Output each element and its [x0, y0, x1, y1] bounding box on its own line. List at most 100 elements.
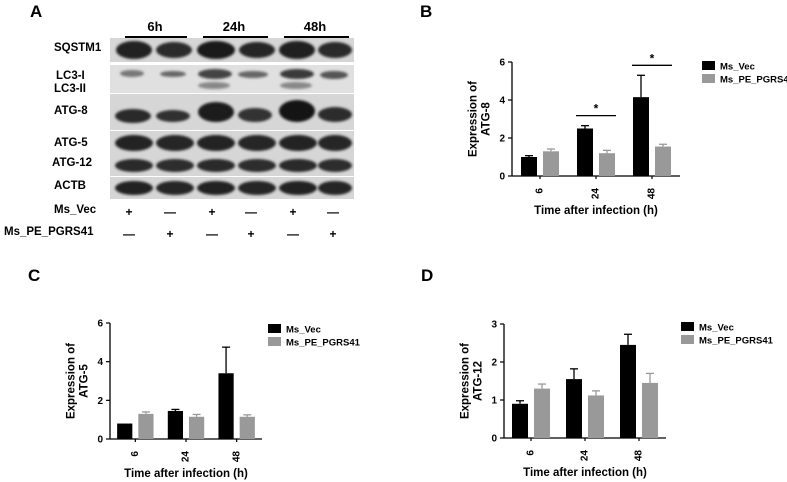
x-tick-label: 24: [181, 451, 192, 463]
bar-ms-pe-pgrs41-24: [599, 153, 615, 176]
strain-label-ms-vec: Ms_Vec: [54, 204, 97, 216]
blot-strip-actb: [110, 177, 354, 199]
sign-pgrs-2: +: [166, 227, 174, 241]
y-tick-label: 0: [491, 434, 497, 445]
sign-pgrs-4: +: [247, 227, 255, 241]
bar-ms-vec-6: [512, 403, 528, 438]
y-tick-label: 4: [499, 96, 505, 107]
legend-label-ms-pe-pgrs41: Ms_PE_PGRS41: [720, 75, 787, 86]
time-underline-48h: [284, 36, 349, 38]
y-axis-title: Expression ofATG-8: [467, 81, 492, 157]
blot-label-lc3-i: LC3-I: [56, 70, 85, 82]
blot-label-lc3-ii: LC3-II: [54, 83, 86, 95]
bar-ms-pe-pgrs41-6: [138, 413, 154, 439]
x-tick-label: 6: [535, 188, 546, 194]
blot-strip-atg-12: [110, 154, 354, 176]
legend-label-ms-vec: Ms_Vec: [699, 323, 734, 334]
bar-ms-vec-24: [167, 410, 183, 439]
sign-pgrs-3: —: [206, 227, 218, 241]
bar-ms-vec-48: [218, 373, 234, 439]
bar-ms-vec-48: [620, 344, 636, 438]
blot-strip-atg-8: [110, 94, 354, 130]
bar-ms-pe-pgrs41-48: [655, 146, 671, 176]
x-tick-label: 24: [591, 188, 602, 200]
blot-label-sqstm1: SQSTM1: [54, 42, 102, 54]
bar-ms-pe-pgrs41-6: [534, 388, 550, 438]
y-tick-label: 0: [499, 172, 505, 183]
y-tick-label: 2: [97, 396, 103, 407]
sign-pgrs-1: —: [123, 227, 135, 241]
panel-letter-d: D: [421, 266, 434, 285]
y-tick-label: 1: [491, 396, 497, 407]
time-label-6h: 6h: [147, 19, 163, 34]
x-tick-label: 48: [634, 450, 645, 462]
sign-vec-6: —: [327, 205, 339, 219]
time-underline-24h: [203, 36, 268, 38]
y-tick-label: 4: [97, 357, 103, 368]
legend-label-ms-pe-pgrs41: Ms_PE_PGRS41: [286, 338, 361, 349]
sign-vec-2: —: [164, 205, 176, 219]
x-axis-title: Time after infection (h): [534, 205, 658, 217]
significance-label: *: [650, 51, 655, 65]
panel-letter-a: A: [30, 2, 43, 21]
bar-ms-vec-6: [117, 423, 133, 439]
time-label-48h: 48h: [303, 19, 327, 34]
sign-vec-3: +: [208, 205, 216, 219]
legend-swatch-ms-vec: [268, 324, 281, 333]
y-tick-label: 6: [97, 319, 103, 330]
sign-pgrs-6: +: [329, 227, 337, 241]
western-blot-panel: 6h 24h 48h SQSTM1 LC3-I LC3-II ATG-8 ATG…: [0, 0, 380, 245]
bar-ms-vec-24: [566, 379, 582, 438]
sign-vec-1: +: [125, 205, 133, 219]
sign-pgrs-5: —: [287, 227, 299, 241]
blot-strip-sqstm1: [110, 38, 354, 62]
x-tick-label: 24: [580, 450, 591, 462]
bar-ms-pe-pgrs41-6: [543, 151, 559, 176]
time-underline-6h: [125, 36, 187, 38]
blot-label-actb: ACTB: [54, 180, 86, 192]
bar-ms-vec-24: [577, 128, 593, 176]
legend-swatch-ms-pe-pgrs41: [681, 335, 694, 344]
blot-strip-lc3: [110, 65, 354, 93]
bar-ms-pe-pgrs41-48: [642, 382, 658, 438]
blot-label-atg-5: ATG-5: [54, 137, 88, 149]
blot-strip-atg-5: [110, 131, 354, 155]
time-label-24h: 24h: [222, 19, 246, 34]
x-axis-title: Time after infection (h): [124, 468, 248, 480]
legend-label-ms-pe-pgrs41: Ms_PE_PGRS41: [699, 336, 774, 347]
legend-swatch-ms-vec: [681, 322, 694, 331]
x-tick-label: 48: [231, 451, 242, 463]
strain-label-ms-pe-pgrs41: Ms_PE_PGRS41: [4, 226, 94, 238]
x-axis-title: Time after infection (h): [523, 467, 647, 479]
y-tick-label: 3: [491, 320, 497, 331]
y-axis-title: Expression ofATG-12: [459, 343, 484, 419]
bar-ms-pe-pgrs41-48: [239, 416, 255, 439]
y-tick-label: 0: [97, 435, 103, 446]
significance-label: *: [594, 102, 599, 116]
sign-vec-4: —: [245, 205, 257, 219]
legend-label-ms-vec: Ms_Vec: [720, 62, 755, 73]
bar-ms-vec-48: [633, 97, 649, 176]
bar-ms-pe-pgrs41-24: [588, 395, 604, 438]
x-tick-label: 48: [647, 188, 658, 200]
x-tick-label: 6: [526, 450, 537, 456]
legend-label-ms-vec: Ms_Vec: [286, 325, 321, 336]
blot-label-atg-8: ATG-8: [54, 105, 88, 117]
legend-swatch-ms-pe-pgrs41: [702, 74, 715, 83]
y-tick-label: 2: [491, 358, 497, 369]
x-tick-label: 6: [130, 451, 141, 457]
legend-swatch-ms-vec: [702, 61, 715, 70]
legend-swatch-ms-pe-pgrs41: [268, 337, 281, 346]
panel-letter-c: C: [28, 266, 41, 285]
panel-letter-b: B: [420, 2, 433, 21]
y-tick-label: 2: [499, 134, 505, 145]
bar-ms-vec-6: [521, 157, 537, 176]
blot-label-atg-12: ATG-12: [52, 157, 93, 169]
sign-vec-5: +: [289, 205, 297, 219]
y-tick-label: 6: [499, 58, 505, 69]
y-axis-title: Expression ofATG-5: [65, 343, 90, 419]
bar-ms-pe-pgrs41-24: [189, 416, 205, 439]
